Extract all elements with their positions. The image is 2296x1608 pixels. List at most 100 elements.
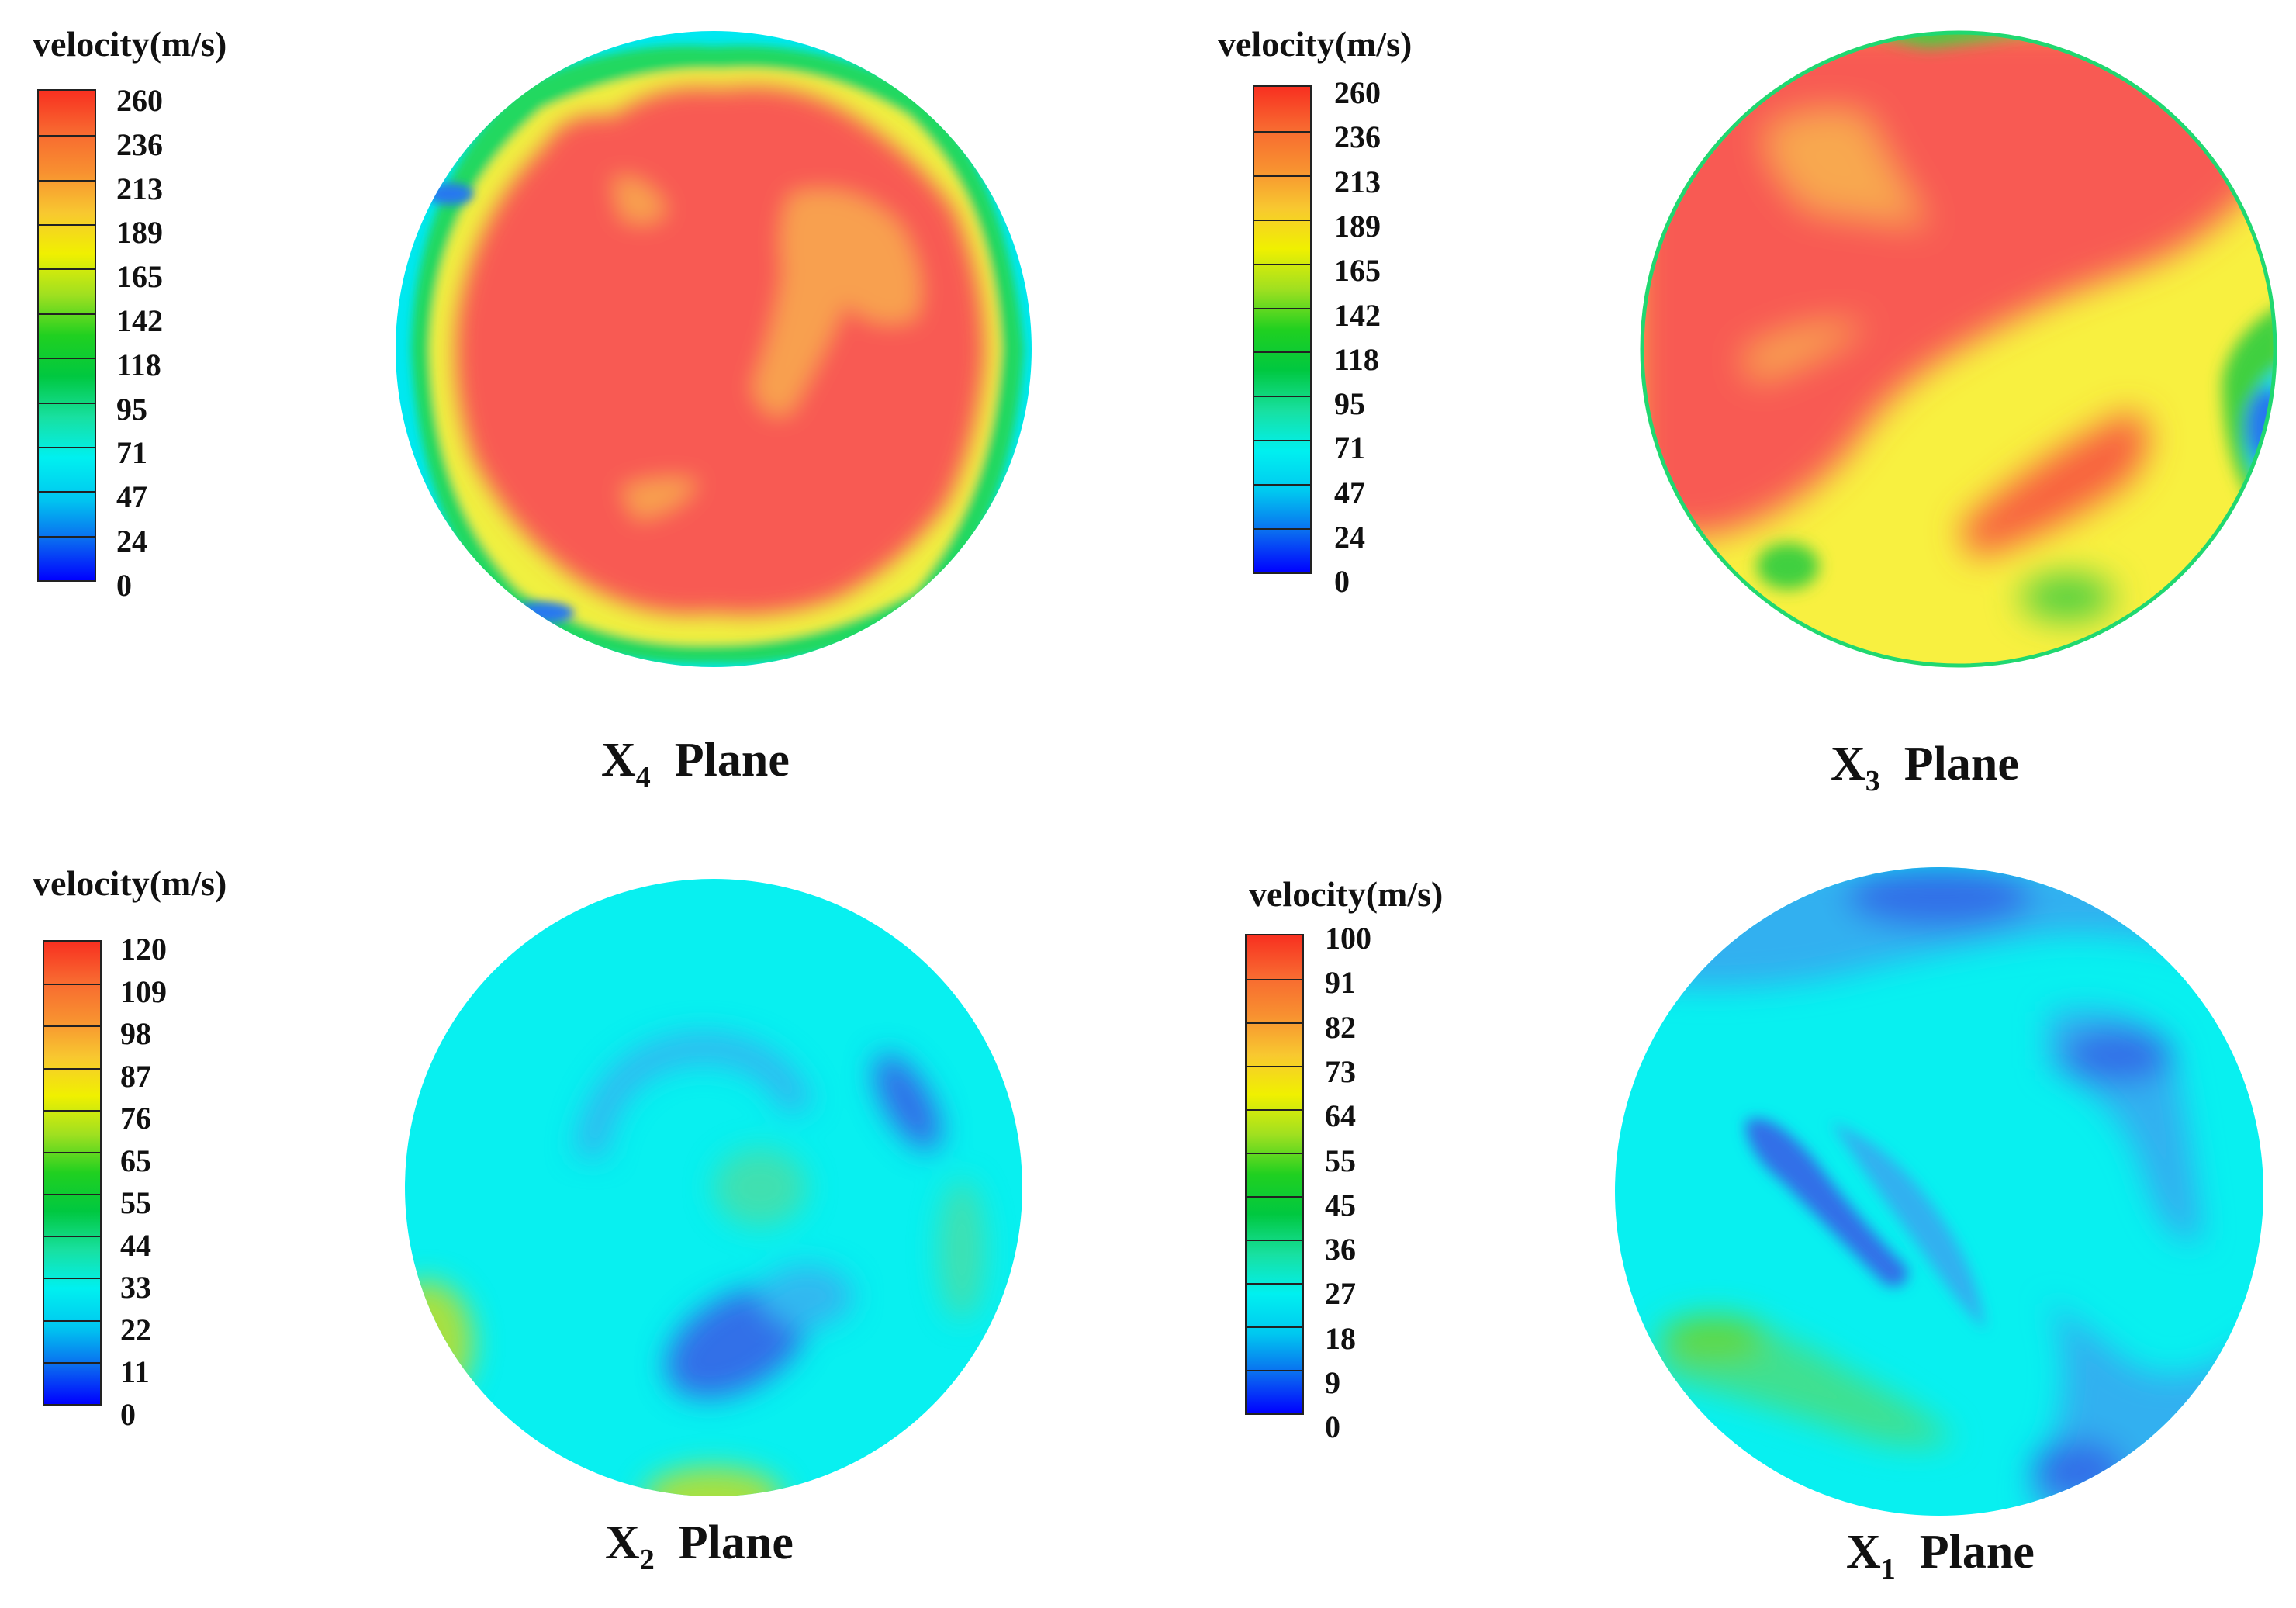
colorbar-title: velocity(m/s) [33,24,227,64]
colorbar-tick-label: 213 [1334,164,1381,199]
colorbar-tick-label: 18 [1325,1320,1356,1356]
colorbar-tick [1254,175,1310,177]
colorbar-tick [44,1236,100,1238]
colorbar-tick [1247,1283,1302,1285]
field-core-red [455,86,985,615]
colorbar-tick-label: 55 [120,1185,151,1220]
plane-word: Plane [678,1516,794,1569]
colorbar-tick [1254,219,1310,221]
colorbar-tick-label: 9 [1325,1365,1340,1400]
colorbar-tick [44,1361,100,1364]
colorbar-tick [39,313,95,315]
plane-label-x3: X3 Plane [1831,737,2019,798]
colorbar-tick-label: 100 [1325,921,1371,956]
colorbar-tick [44,1278,100,1280]
colorbar-tick [39,358,95,360]
field-streak-orange [1765,111,1928,225]
colorbar-tick-label: 165 [116,259,163,295]
colorbar-tick [39,446,95,448]
plane-letter: X [605,1516,640,1569]
plane-word: Plane [1904,738,2019,790]
plane-label-x4: X4 Plane [601,733,790,794]
plane-label-x1: X1 Plane [1846,1525,2035,1586]
field-spot-green [939,1180,985,1319]
colorbar-tick-label: 71 [1334,431,1365,466]
field-patch-orange [752,190,921,416]
colorbar-tick-label: 33 [120,1270,151,1305]
field-spot-teal [714,1149,807,1226]
colorbar-tick-label: 213 [116,171,163,206]
colorbar-tick [1254,130,1310,133]
panel-x4: velocity(m/s) X4 P [0,0,1148,804]
colorbar-tick-label: 55 [1325,1143,1356,1178]
colorbar-tick [44,1109,100,1112]
colorbar-tick [1247,1370,1302,1371]
colorbar-tick [1247,1240,1302,1241]
velocity-field-x4 [396,31,1032,667]
field-patch-orange-3 [621,478,698,520]
colorbar [1245,934,1304,1415]
colorbar-tick [39,135,95,137]
plane-subscript: 2 [639,1544,655,1576]
colorbar-tick [1254,440,1310,442]
field-spot-green [2021,574,2114,621]
colorbar-tick [44,984,100,986]
colorbar-tick-label: 87 [120,1058,151,1094]
colorbar-tick [44,1025,100,1028]
colorbar [1253,85,1312,574]
colorbar-tick-label: 260 [1334,75,1381,110]
velocity-field-x3 [1640,30,2277,668]
colorbar-tick [1254,263,1310,265]
colorbar-tick-label: 47 [116,479,147,515]
colorbar-tick-label: 36 [1325,1232,1356,1267]
colorbar-tick-label: 120 [120,932,167,967]
colorbar-tick-label: 0 [116,567,132,603]
colorbar-tick [1254,351,1310,354]
panel-x2: velocity(m/s) X2 Plane 120 109 98 87 76 65 55 4… [0,804,1148,1607]
colorbar-tick-label: 98 [120,1016,151,1051]
colorbar-tick-label: 142 [116,303,163,338]
colorbar-tick [1254,396,1310,398]
colorbar-tick-label: 82 [1325,1009,1356,1045]
field-patch-orange-2 [613,177,667,223]
colorbar-tick-label: 76 [120,1101,151,1136]
field-spot-blue-2 [512,602,574,624]
colorbar-tick [44,1319,100,1322]
colorbar-tick-label: 95 [1334,386,1365,422]
colorbar-tick [44,1194,100,1196]
colorbar-tick [1247,1109,1302,1111]
plane-subscript: 4 [635,761,651,794]
panel-x1: velocity(m/s) X [1148,804,2296,1607]
colorbar-tick-label: 189 [1334,208,1381,244]
colorbar-title: velocity(m/s) [1218,24,1413,64]
field-spot-mid-1 [760,1265,853,1327]
field-diagonal-streak-light [1831,1122,1986,1331]
velocity-field-x2 [405,879,1022,1496]
colorbar-tick [1247,1022,1302,1024]
colorbar-tick-label: 0 [120,1396,136,1432]
plane-letter: X [1831,738,1866,790]
colorbar-tick-label: 236 [116,126,163,162]
colorbar-tick [39,268,95,271]
field-spot-yellow-2 [644,1467,783,1496]
colorbar-tick [44,1151,100,1153]
colorbar-tick-label: 11 [120,1354,150,1389]
field-streak-orange-2 [1741,324,1866,380]
field-top-green [1866,31,2067,47]
plane-word: Plane [674,734,790,787]
field-spot-dark-bottom [2032,1440,2125,1502]
plane-subscript: 3 [1865,765,1880,797]
field-spot-green-2 [1757,543,1819,590]
plane-word: Plane [1919,1526,2035,1579]
colorbar-tick-label: 189 [116,215,163,251]
colorbar-tick-label: 45 [1325,1187,1356,1222]
field-arc [574,1032,814,1160]
field-streak-red [1959,411,2149,558]
field-diagonal-streak [1745,1118,1908,1287]
velocity-field-x1 [1615,867,2263,1516]
plane-label-x2: X2 Plane [605,1516,794,1577]
colorbar-tick-label: 91 [1325,965,1356,1001]
colorbar-tick [1247,1153,1302,1154]
colorbar-tick-label: 236 [1334,119,1381,155]
colorbar [37,89,96,582]
